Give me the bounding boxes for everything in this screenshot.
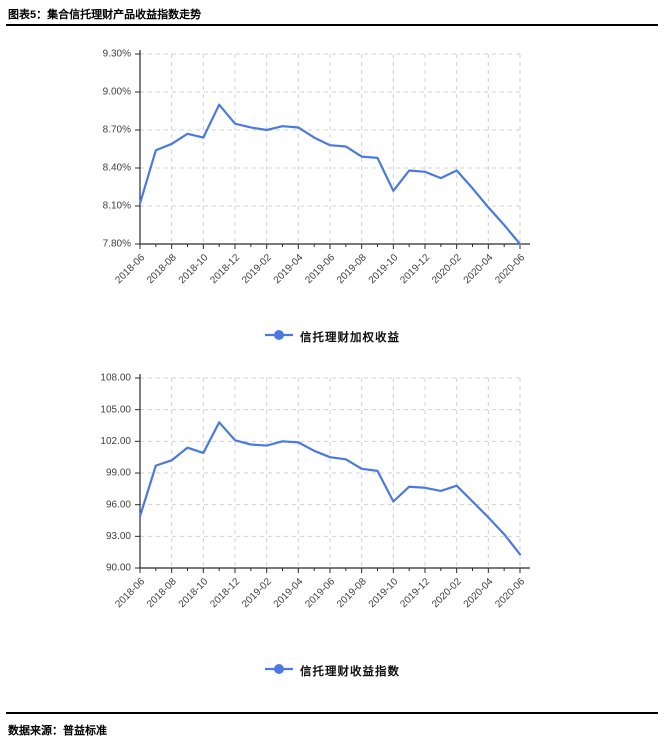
y-tick-label: 96.00	[106, 499, 131, 510]
title-divider	[6, 24, 658, 26]
y-tick-label: 9.30%	[103, 49, 131, 60]
series-line-1	[138, 421, 522, 556]
x-tick-label: 2020-06	[493, 576, 527, 610]
series-line-1	[138, 103, 522, 246]
chart-2: 90.00 93.00 96.00 99.00 102.00 105.00 108.00 20…	[100, 373, 530, 610]
x-tick-label: 2019-10	[367, 252, 401, 286]
chart-2-legend: 信托理财收益指数	[0, 662, 664, 679]
x-tick-label: 2020-06	[493, 252, 527, 286]
y-tick-label: 105.00	[100, 404, 131, 415]
x-tick-label: 2020-04	[462, 576, 496, 610]
x-tick-label: 2018-10	[177, 252, 211, 286]
x-tick-label: 2018-08	[145, 252, 179, 286]
x-tick-label: 2018-06	[113, 252, 147, 286]
y-tick-label: 108.00	[100, 373, 131, 384]
y-tick-label: 93.00	[106, 531, 131, 542]
x-tick-label: 2019-02	[240, 252, 274, 286]
x-tick-label: 2018-10	[177, 576, 211, 610]
x-tick-label: 2019-08	[335, 576, 369, 610]
y-tick-label: 102.00	[100, 436, 131, 447]
y-tick-label: 8.10%	[103, 201, 131, 212]
x-tick-label: 2019-02	[240, 576, 274, 610]
page-title: 图表5：集合信托理财产品收益指数走势	[8, 9, 202, 21]
legend-label-1: 信托理财加权收益	[300, 331, 400, 344]
legend-marker-icon	[264, 662, 294, 679]
y-tick-label: 99.00	[106, 468, 131, 479]
x-tick-label: 2019-06	[303, 576, 337, 610]
x-tick-label: 2019-10	[367, 576, 401, 610]
x-tick-label: 2018-12	[208, 252, 242, 286]
y-tick-label: 8.40%	[103, 163, 131, 174]
chart-2-container: 90.00 93.00 96.00 99.00 102.00 105.00 108.00 20…	[0, 360, 664, 690]
source-divider	[6, 712, 658, 714]
x-tick-label: 2019-04	[272, 576, 306, 610]
y-tick-label: 8.70%	[103, 125, 131, 136]
x-tick-label: 2019-08	[335, 252, 369, 286]
legend-label-2: 信托理财收益指数	[300, 665, 400, 678]
chart-1: 7.80%8.10%8.40%8.70%9.00%9.30%2018-06201…	[103, 49, 530, 286]
y-tick-label: 90.00	[106, 563, 131, 574]
y-tick-label: 7.80%	[103, 239, 131, 250]
x-tick-label: 2019-12	[398, 252, 432, 286]
x-tick-label: 2020-02	[430, 576, 464, 610]
x-tick-label: 2020-04	[462, 252, 496, 286]
y-tick-label: 9.00%	[103, 87, 131, 98]
x-tick-label: 2018-08	[145, 576, 179, 610]
x-tick-label: 2018-12	[208, 576, 242, 610]
x-tick-label: 2020-02	[430, 252, 464, 286]
x-tick-label: 2019-12	[398, 576, 432, 610]
x-tick-label: 2019-04	[272, 252, 306, 286]
legend-marker-icon	[264, 328, 294, 345]
chart-1-legend: 信托理财加权收益	[0, 328, 664, 345]
x-tick-label: 2018-06	[113, 576, 147, 610]
chart-1-container: 7.80% 8.10% 8.40% 8.70% 9.00% 9.30% 2018-06 201…	[0, 36, 664, 356]
source-note: 数据来源：普益标准	[8, 725, 107, 737]
x-tick-label: 2019-06	[303, 252, 337, 286]
